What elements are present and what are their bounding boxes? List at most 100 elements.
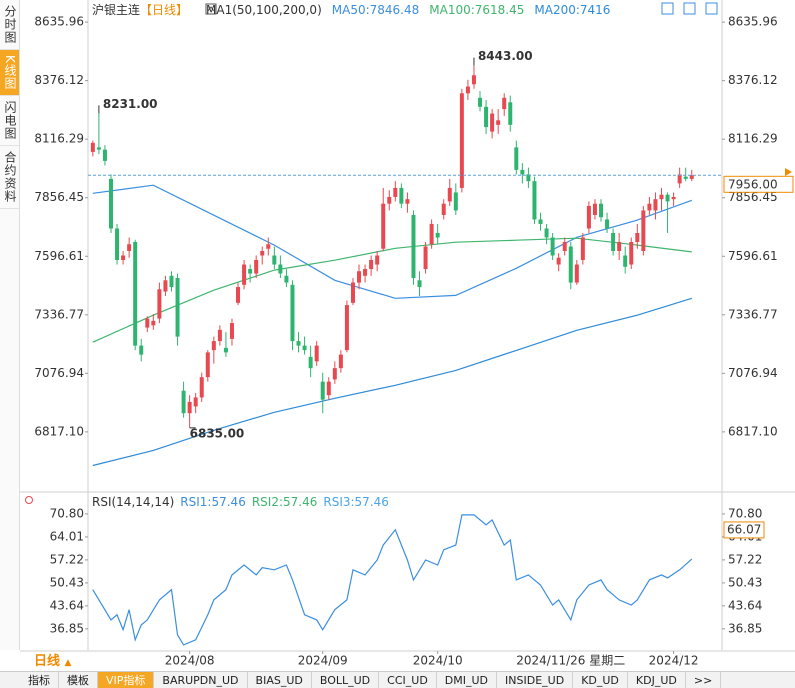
indicator-icon[interactable] xyxy=(205,3,217,15)
candle-body xyxy=(254,260,259,274)
ma-line xyxy=(92,184,693,299)
footer-tab[interactable]: 模板 xyxy=(59,672,98,688)
candle-body xyxy=(175,278,180,337)
candle-body xyxy=(586,205,591,229)
candle-body xyxy=(90,142,95,152)
candle-body xyxy=(260,251,265,256)
candle-body xyxy=(211,341,216,351)
candle-body xyxy=(181,390,186,414)
side-tab[interactable]: 闪电图 xyxy=(0,96,19,146)
high-label: 8231.00 xyxy=(103,97,158,111)
candle-body xyxy=(490,113,495,132)
y-tick-label-right: 70.80 xyxy=(728,506,762,520)
candle-body xyxy=(338,354,343,369)
candle-body xyxy=(623,255,628,267)
header-indicator: MA1(50,100,200,0) xyxy=(206,3,322,17)
candle-body xyxy=(369,260,374,270)
icon-zoom[interactable] xyxy=(683,2,696,15)
candle-body xyxy=(217,329,222,342)
candle-body xyxy=(641,210,646,251)
candle-body xyxy=(357,271,362,283)
candle-body xyxy=(647,203,652,211)
candle-body xyxy=(302,345,307,351)
footer-tab[interactable]: INSIDE_UD xyxy=(497,672,574,688)
footer-tab[interactable]: KD_UD xyxy=(573,672,628,688)
footer-tab[interactable]: CCI_UD xyxy=(379,672,437,688)
rsi-icon[interactable] xyxy=(25,496,33,504)
candle-body xyxy=(248,269,253,274)
candle-body xyxy=(108,178,113,229)
candle-body xyxy=(568,246,573,283)
side-tab[interactable]: 分时图 xyxy=(0,0,19,50)
indicator-icon-glyph xyxy=(207,6,215,12)
candle-body xyxy=(115,228,120,261)
low-label: 6835.00 xyxy=(190,426,245,440)
y-tick-label-right: 43.64 xyxy=(728,598,762,612)
side-tab[interactable]: 合约资料 xyxy=(0,146,19,209)
candle-body xyxy=(381,203,386,249)
candle-body xyxy=(617,241,622,251)
candle-body xyxy=(635,232,640,242)
candle-body xyxy=(332,368,337,380)
candle-body xyxy=(435,232,440,238)
icon-move[interactable] xyxy=(661,2,674,15)
sidebar: 分时图 K线图 闪电图 合约资料 xyxy=(0,0,20,650)
crosshair-value-box xyxy=(723,521,765,539)
y-tick-label-right: 36.85 xyxy=(728,621,762,635)
candle-body xyxy=(683,176,688,179)
candle-body xyxy=(599,203,604,218)
y-tick-label-left: 6817.10 xyxy=(34,424,84,438)
candle-body xyxy=(314,345,319,362)
candle-body xyxy=(272,255,277,265)
footer-tab[interactable]: VIP指标 xyxy=(98,672,155,688)
footer-tab[interactable]: 指标 xyxy=(20,672,59,688)
candle-body xyxy=(157,289,162,319)
y-tick-label-right: 8116.29 xyxy=(728,132,778,146)
crosshair-value-label: 66.07 xyxy=(727,522,761,536)
candle-body xyxy=(139,345,144,355)
candle-body xyxy=(151,320,156,326)
candle-body xyxy=(405,199,410,204)
footer-tab[interactable]: DMI_UD xyxy=(437,672,498,688)
y-tick-label-right: 57.22 xyxy=(728,552,762,566)
candle-body xyxy=(653,199,658,211)
candle-body xyxy=(508,102,513,125)
candle-body xyxy=(308,356,313,369)
candle-body xyxy=(393,187,398,197)
header-title: RSI(14,14,14) xyxy=(92,495,174,509)
icon-settings[interactable] xyxy=(705,2,718,15)
candle-body xyxy=(459,93,464,188)
toolbar-icons xyxy=(661,2,718,15)
period-button[interactable]: 日线 ▲ xyxy=(20,653,86,670)
last-price-box xyxy=(723,175,794,193)
legend-entry: MA50:7846.48 xyxy=(332,3,420,17)
candle-body xyxy=(502,97,507,110)
candle-body xyxy=(127,244,132,251)
last-price-label: 7956.00 xyxy=(728,177,778,191)
header-period: 【日线】 xyxy=(140,3,188,17)
footer-tab[interactable]: BOLL_UD xyxy=(312,672,380,688)
legend-entry: RSI2:57.46 xyxy=(252,495,318,509)
footer-tab[interactable]: BIAS_UD xyxy=(248,672,312,688)
candle-body xyxy=(363,269,368,276)
y-tick-label-left: 64.01 xyxy=(50,529,84,543)
candle-body xyxy=(411,214,416,279)
footer-tab[interactable]: KDJ_UD xyxy=(628,672,686,688)
footer-tab[interactable]: >> xyxy=(686,672,722,688)
last-price-marker xyxy=(785,168,792,176)
candle-body xyxy=(544,228,549,238)
candle-body xyxy=(592,203,597,215)
candle-body xyxy=(532,181,537,220)
candle-body xyxy=(441,203,446,215)
footer-tab[interactable]: BARUPDN_UD xyxy=(154,672,248,688)
x-tick-label: 2024/08 xyxy=(165,654,215,668)
candle-body xyxy=(538,219,543,224)
side-tab[interactable]: K线图 xyxy=(0,50,19,96)
candle-body xyxy=(520,169,525,175)
candle-body xyxy=(471,75,476,85)
candle-body xyxy=(344,305,349,351)
high-label: 8443.00 xyxy=(478,49,533,63)
candle-body xyxy=(229,323,234,339)
